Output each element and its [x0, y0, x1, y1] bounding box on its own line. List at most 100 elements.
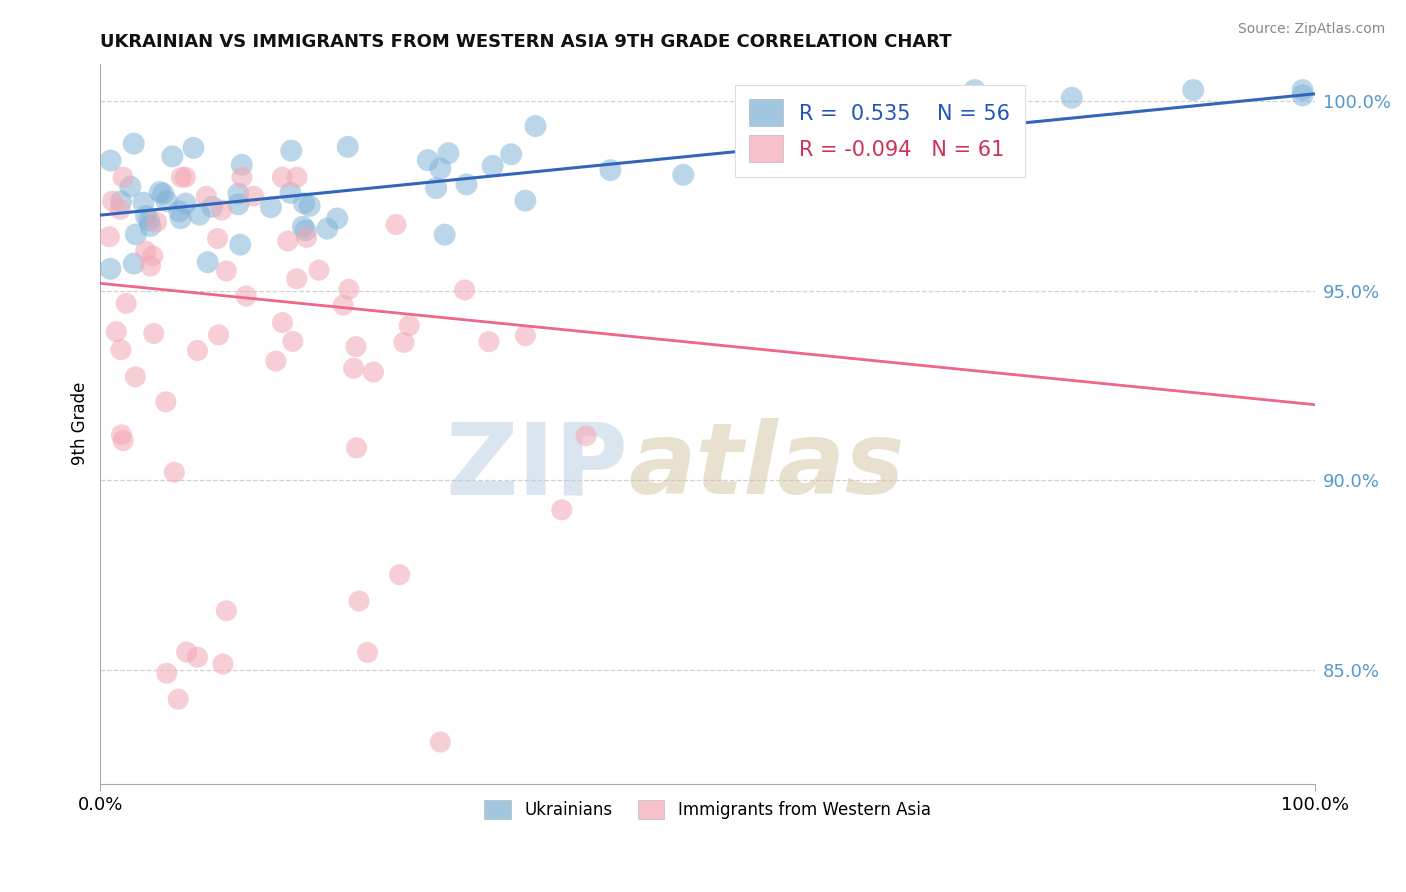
Point: [551, 503, 574, 517]
Point: [1291, 83, 1313, 97]
Point: [174, 170, 197, 185]
Point: [285, 271, 308, 285]
Point: [280, 186, 302, 200]
Point: [392, 335, 415, 350]
Point: [343, 361, 366, 376]
Point: [115, 296, 138, 310]
Point: [186, 343, 208, 358]
Point: [110, 343, 132, 357]
Point: [385, 218, 408, 232]
Point: [120, 179, 142, 194]
Point: [295, 230, 318, 244]
Point: [124, 369, 146, 384]
Point: [316, 221, 339, 235]
Point: [298, 199, 321, 213]
Point: [260, 200, 283, 214]
Point: [212, 657, 235, 671]
Point: [363, 365, 385, 379]
Point: [228, 186, 250, 201]
Text: UKRAINIAN VS IMMIGRANTS FROM WESTERN ASIA 9TH GRADE CORRELATION CHART: UKRAINIAN VS IMMIGRANTS FROM WESTERN ASI…: [100, 33, 952, 51]
Point: [346, 441, 368, 455]
Point: [98, 229, 121, 244]
Point: [183, 141, 205, 155]
Point: [285, 170, 308, 185]
Point: [429, 161, 451, 176]
Y-axis label: 9th Grade: 9th Grade: [72, 382, 89, 466]
Point: [437, 146, 460, 161]
Point: [1060, 91, 1083, 105]
Point: [105, 325, 128, 339]
Point: [101, 194, 124, 208]
Point: [228, 197, 250, 211]
Point: [388, 567, 411, 582]
Point: [169, 211, 191, 226]
Point: [398, 318, 420, 333]
Text: Source: ZipAtlas.com: Source: ZipAtlas.com: [1237, 22, 1385, 37]
Point: [291, 219, 314, 234]
Point: [188, 208, 211, 222]
Point: [1182, 83, 1205, 97]
Point: [433, 227, 456, 242]
Point: [112, 170, 135, 185]
Point: [281, 334, 304, 349]
Point: [344, 340, 367, 354]
Point: [156, 666, 179, 681]
Legend: Ukrainians, Immigrants from Western Asia: Ukrainians, Immigrants from Western Asia: [478, 793, 938, 826]
Point: [337, 282, 360, 296]
Point: [108, 202, 131, 217]
Point: [332, 298, 354, 312]
Point: [170, 170, 193, 185]
Text: ZIP: ZIP: [446, 418, 628, 516]
Point: [167, 204, 190, 219]
Point: [149, 185, 172, 199]
Point: [138, 213, 160, 227]
Point: [122, 257, 145, 271]
Point: [110, 427, 132, 442]
Point: [186, 650, 208, 665]
Point: [1291, 88, 1313, 103]
Point: [575, 428, 598, 442]
Point: [294, 223, 316, 237]
Point: [242, 189, 264, 203]
Point: [122, 136, 145, 151]
Point: [277, 234, 299, 248]
Point: [176, 645, 198, 659]
Point: [167, 692, 190, 706]
Point: [110, 194, 132, 209]
Point: [416, 153, 439, 168]
Point: [456, 178, 478, 192]
Point: [207, 231, 229, 245]
Point: [478, 334, 501, 349]
Point: [235, 289, 257, 303]
Point: [201, 200, 224, 214]
Point: [963, 83, 986, 97]
Point: [336, 140, 359, 154]
Point: [515, 328, 537, 343]
Point: [515, 194, 537, 208]
Point: [453, 283, 475, 297]
Point: [163, 465, 186, 479]
Point: [195, 189, 218, 203]
Point: [229, 237, 252, 252]
Point: [271, 170, 294, 185]
Point: [145, 215, 167, 229]
Point: [672, 168, 695, 182]
Point: [481, 159, 503, 173]
Point: [162, 149, 184, 163]
Point: [125, 227, 148, 242]
Point: [135, 209, 157, 223]
Point: [1000, 120, 1022, 134]
Point: [139, 219, 162, 233]
Point: [197, 255, 219, 269]
Point: [356, 645, 378, 659]
Point: [215, 604, 238, 618]
Point: [599, 163, 621, 178]
Point: [879, 90, 901, 104]
Point: [326, 211, 349, 226]
Point: [215, 264, 238, 278]
Point: [112, 434, 135, 448]
Point: [142, 249, 165, 263]
Point: [207, 327, 229, 342]
Point: [142, 326, 165, 341]
Point: [292, 196, 315, 211]
